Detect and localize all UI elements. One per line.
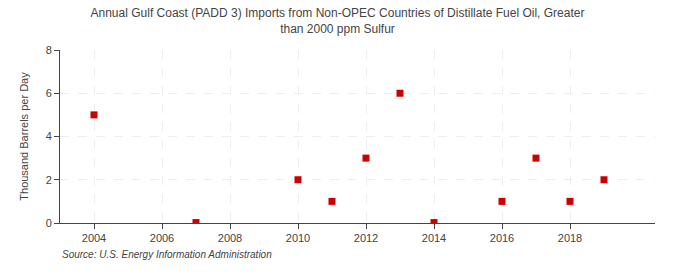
svg-text:8: 8: [46, 44, 52, 56]
svg-text:Thousand Barrels per Day: Thousand Barrels per Day: [18, 72, 30, 201]
svg-text:2010: 2010: [286, 232, 310, 244]
svg-text:0: 0: [46, 217, 52, 229]
svg-text:2004: 2004: [82, 232, 106, 244]
svg-text:2016: 2016: [490, 232, 514, 244]
svg-text:2018: 2018: [558, 232, 582, 244]
svg-text:2014: 2014: [422, 232, 446, 244]
svg-text:2006: 2006: [150, 232, 174, 244]
svg-text:6: 6: [46, 87, 52, 99]
svg-text:Annual Gulf Coast (PADD 3) Imp: Annual Gulf Coast (PADD 3) Imports from …: [91, 6, 585, 36]
svg-text:4: 4: [46, 130, 52, 142]
svg-text:2008: 2008: [218, 232, 242, 244]
svg-text:2012: 2012: [354, 232, 378, 244]
svg-text:Source: U.S. Energy Informatio: Source: U.S. Energy Information Administ…: [62, 249, 272, 260]
svg-text:2: 2: [46, 174, 52, 186]
